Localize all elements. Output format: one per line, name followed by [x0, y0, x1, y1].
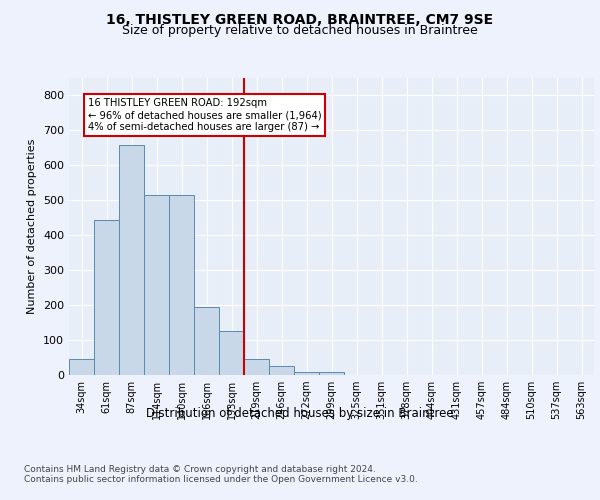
Bar	[119, 146, 143, 375]
Bar	[319, 372, 344, 375]
Text: Size of property relative to detached houses in Braintree: Size of property relative to detached ho…	[122, 24, 478, 37]
Text: 16 THISTLEY GREEN ROAD: 192sqm
← 96% of detached houses are smaller (1,964)
4% o: 16 THISTLEY GREEN ROAD: 192sqm ← 96% of …	[88, 98, 322, 132]
Bar	[295, 372, 319, 375]
Text: 16, THISTLEY GREEN ROAD, BRAINTREE, CM7 9SE: 16, THISTLEY GREEN ROAD, BRAINTREE, CM7 …	[106, 12, 494, 26]
Bar	[70, 358, 94, 375]
Text: Contains HM Land Registry data © Crown copyright and database right 2024.: Contains HM Land Registry data © Crown c…	[24, 465, 376, 474]
Bar	[269, 366, 293, 375]
Bar	[145, 194, 169, 375]
Text: Distribution of detached houses by size in Braintree: Distribution of detached houses by size …	[146, 408, 454, 420]
Bar	[220, 330, 244, 375]
Y-axis label: Number of detached properties: Number of detached properties	[28, 138, 37, 314]
Bar	[194, 308, 218, 375]
Bar	[94, 220, 119, 375]
Bar	[244, 359, 269, 375]
Bar	[169, 194, 194, 375]
Text: Contains public sector information licensed under the Open Government Licence v3: Contains public sector information licen…	[24, 475, 418, 484]
